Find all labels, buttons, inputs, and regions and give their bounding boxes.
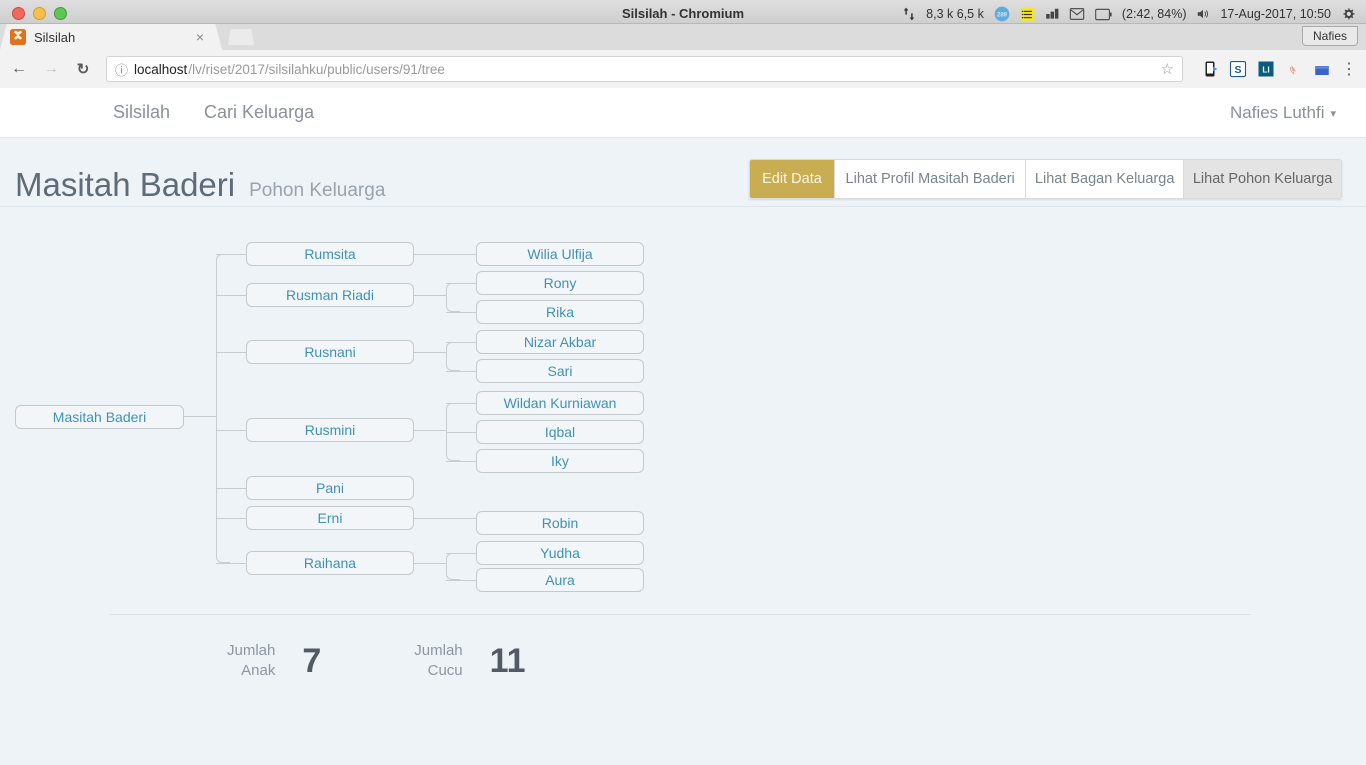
svg-text:S: S xyxy=(1234,64,1241,76)
svg-text:LI: LI xyxy=(1262,65,1269,74)
svg-text:289: 289 xyxy=(997,13,1008,19)
